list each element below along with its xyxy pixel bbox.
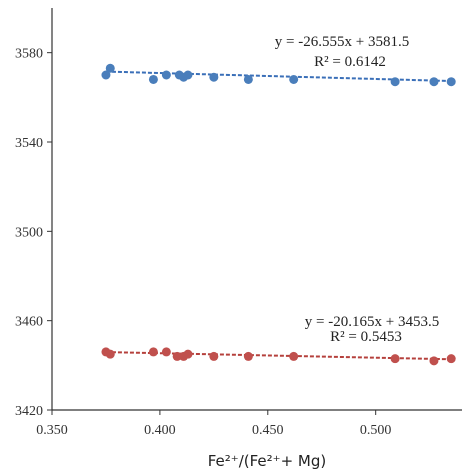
- y-tick-label: 3460: [15, 315, 43, 330]
- data-point: [183, 70, 193, 80]
- y-tick-label: 3420: [15, 404, 43, 419]
- series-1: [101, 63, 456, 87]
- data-point: [390, 354, 400, 364]
- annotation-layer: y = -26.555x + 3581.5 R² = 0.6142 y = -20.…: [275, 34, 439, 345]
- r-squared-label: R² = 0.5453: [330, 329, 402, 345]
- data-point: [446, 77, 456, 87]
- data-point: [183, 349, 193, 359]
- data-point: [172, 351, 182, 361]
- x-tick-label: 0.400: [144, 423, 176, 438]
- x-tick-label: 0.450: [252, 423, 284, 438]
- y-tick-label: 3500: [15, 225, 43, 240]
- data-point: [289, 351, 299, 361]
- data-point: [243, 74, 253, 84]
- trendline-equation: y = -26.555x + 3581.5: [275, 34, 409, 50]
- x-tick-label: 0.500: [360, 423, 392, 438]
- data-point: [148, 347, 158, 357]
- data-point: [105, 63, 115, 73]
- data-point: [101, 70, 111, 80]
- data-point: [148, 74, 158, 84]
- data-point: [209, 351, 219, 361]
- data-point: [289, 74, 299, 84]
- data-point: [390, 77, 400, 87]
- y-tick-label: 3580: [15, 47, 43, 62]
- data-point: [209, 72, 219, 82]
- data-point: [446, 354, 456, 364]
- data-point: [105, 349, 115, 359]
- trendline-equation: y = -20.165x + 3453.5: [305, 314, 439, 330]
- y-axis-ticks: 3420 3460 3500 3540 3580: [15, 47, 52, 419]
- x-axis-title: Fe²⁺/(Fe²⁺+ Mg): [208, 452, 327, 470]
- x-axis-ticks: 0.350 0.400 0.450 0.500: [36, 410, 391, 438]
- series-2: [101, 347, 456, 366]
- data-point: [429, 77, 439, 87]
- r-squared-label: R² = 0.6142: [314, 54, 386, 70]
- y-tick-label: 3540: [15, 136, 43, 151]
- data-point: [243, 351, 253, 361]
- data-point: [161, 347, 171, 357]
- x-tick-label: 0.350: [36, 423, 68, 438]
- data-point: [161, 70, 171, 80]
- data-point: [429, 356, 439, 366]
- series-layer: [101, 63, 456, 366]
